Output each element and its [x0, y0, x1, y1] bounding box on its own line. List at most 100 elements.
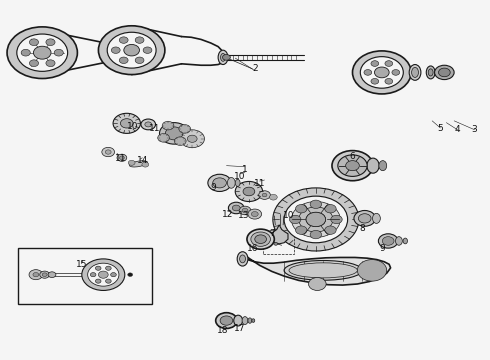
Circle shape: [113, 113, 141, 134]
Circle shape: [48, 272, 56, 278]
Circle shape: [33, 46, 51, 59]
Circle shape: [332, 150, 373, 181]
Circle shape: [135, 37, 144, 43]
Circle shape: [29, 60, 39, 67]
Circle shape: [371, 78, 379, 84]
Circle shape: [235, 181, 263, 202]
Ellipse shape: [372, 213, 380, 224]
Circle shape: [141, 119, 156, 130]
Circle shape: [105, 279, 111, 283]
Circle shape: [179, 125, 191, 133]
Circle shape: [162, 121, 174, 130]
Circle shape: [145, 122, 152, 127]
Text: 7: 7: [269, 229, 275, 238]
Circle shape: [174, 137, 186, 145]
Ellipse shape: [237, 252, 248, 266]
Circle shape: [239, 206, 251, 215]
Circle shape: [42, 273, 47, 276]
Circle shape: [345, 161, 359, 171]
Circle shape: [119, 37, 128, 43]
Circle shape: [378, 234, 398, 248]
Circle shape: [121, 119, 133, 128]
Ellipse shape: [367, 158, 379, 173]
Ellipse shape: [252, 319, 255, 322]
Circle shape: [274, 189, 357, 250]
Circle shape: [352, 51, 411, 94]
Circle shape: [232, 205, 240, 211]
Circle shape: [273, 188, 359, 251]
Circle shape: [325, 226, 336, 234]
Ellipse shape: [242, 317, 248, 324]
Circle shape: [310, 200, 321, 208]
Ellipse shape: [248, 318, 252, 323]
Circle shape: [128, 273, 133, 276]
Polygon shape: [241, 253, 391, 285]
Circle shape: [46, 39, 55, 46]
Circle shape: [331, 215, 342, 224]
Ellipse shape: [426, 66, 435, 79]
Bar: [18, 248, 152, 304]
Circle shape: [242, 208, 248, 213]
Circle shape: [142, 162, 149, 167]
Circle shape: [96, 266, 101, 270]
Circle shape: [82, 259, 125, 291]
Circle shape: [251, 212, 258, 217]
Circle shape: [208, 174, 231, 192]
Bar: [263, 230, 294, 253]
Circle shape: [17, 34, 68, 71]
Ellipse shape: [227, 177, 235, 188]
Circle shape: [180, 130, 204, 148]
Circle shape: [158, 134, 170, 142]
Ellipse shape: [234, 315, 243, 326]
Text: 2: 2: [252, 64, 258, 73]
Circle shape: [295, 204, 307, 213]
Ellipse shape: [379, 161, 387, 171]
Circle shape: [187, 135, 197, 142]
Ellipse shape: [220, 53, 225, 61]
Circle shape: [216, 313, 237, 328]
Ellipse shape: [395, 237, 402, 245]
Circle shape: [284, 196, 347, 243]
Text: 18: 18: [217, 326, 229, 335]
Circle shape: [21, 49, 30, 56]
Circle shape: [274, 242, 278, 245]
Circle shape: [392, 69, 400, 75]
Circle shape: [105, 266, 111, 270]
Circle shape: [111, 47, 120, 53]
Circle shape: [222, 54, 230, 60]
Circle shape: [46, 60, 55, 67]
Circle shape: [262, 193, 267, 197]
Ellipse shape: [129, 161, 147, 167]
Circle shape: [360, 57, 403, 88]
Circle shape: [98, 271, 108, 278]
Circle shape: [7, 27, 77, 78]
Circle shape: [292, 202, 340, 237]
Circle shape: [251, 232, 270, 246]
Circle shape: [119, 57, 128, 63]
Circle shape: [90, 273, 96, 277]
Circle shape: [54, 49, 63, 56]
Circle shape: [220, 316, 233, 325]
Circle shape: [290, 215, 301, 224]
Ellipse shape: [289, 263, 357, 278]
Circle shape: [29, 270, 43, 280]
Circle shape: [382, 237, 394, 245]
Circle shape: [243, 187, 255, 196]
Circle shape: [159, 134, 169, 141]
Ellipse shape: [218, 50, 228, 64]
Circle shape: [306, 212, 326, 226]
Circle shape: [105, 150, 111, 154]
Text: 11: 11: [115, 154, 126, 163]
Text: 15: 15: [75, 260, 87, 269]
Circle shape: [117, 154, 127, 161]
Circle shape: [295, 226, 307, 234]
Circle shape: [107, 32, 156, 68]
Circle shape: [309, 278, 326, 291]
Circle shape: [102, 147, 115, 157]
Text: 17: 17: [234, 324, 246, 333]
Circle shape: [40, 271, 49, 278]
Text: 8: 8: [359, 224, 365, 233]
Polygon shape: [270, 225, 288, 244]
Ellipse shape: [428, 69, 433, 76]
Text: 13: 13: [238, 211, 249, 220]
